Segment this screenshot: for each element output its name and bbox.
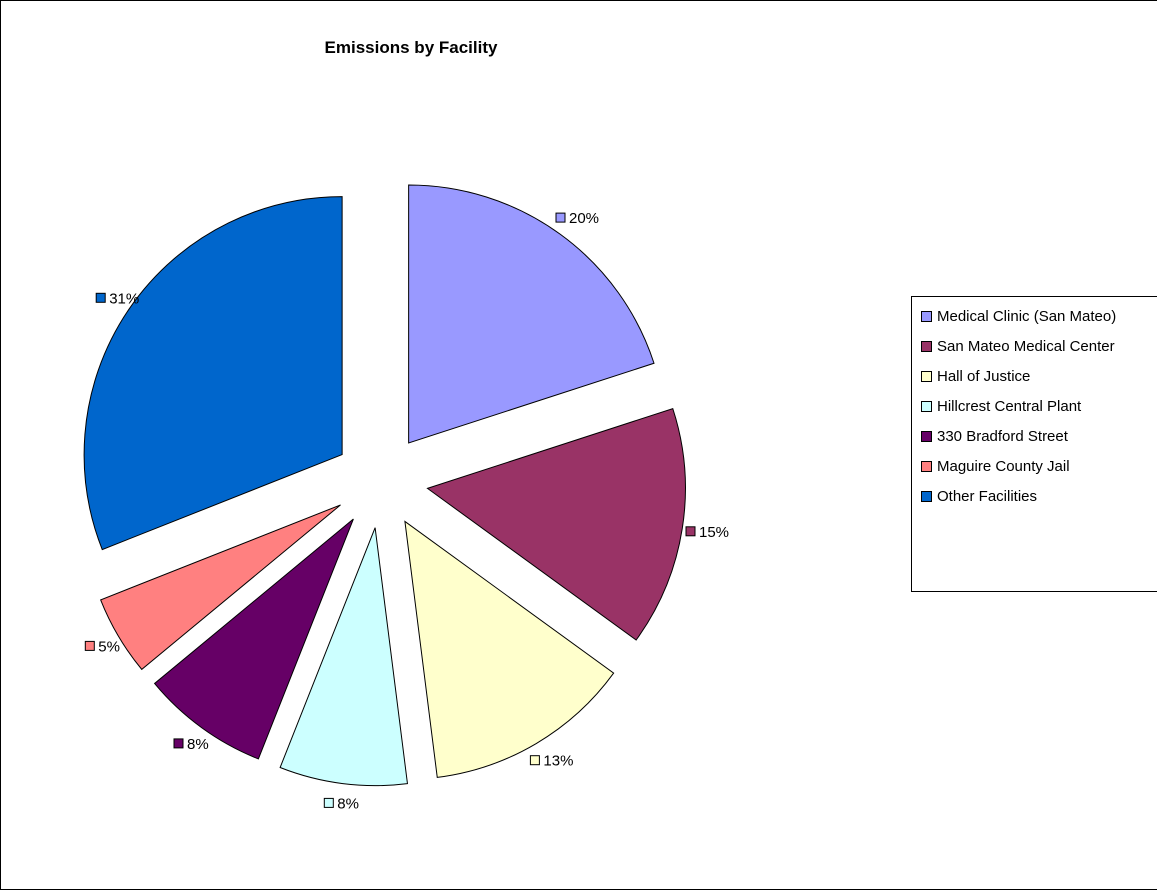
legend-item-other-facilities: Other Facilities [912,481,1157,511]
data-label-hillcrest-central-plant: 8% [323,795,359,812]
data-label-330-bradford-street: 8% [173,736,209,753]
legend-swatch [921,460,932,472]
data-label-text: 15% [699,524,729,541]
data-label-text: 5% [98,638,120,655]
data-label-text: 13% [543,753,573,770]
legend-swatch [921,370,932,382]
chart-title: Emissions by Facility [324,38,498,57]
legend-label: Hall of Justice [937,367,1031,385]
data-label-maguire-county-jail: 5% [84,638,120,655]
data-label-swatch [84,640,95,651]
legend-item-maguire-county-jail: Maguire County Jail [912,451,1157,481]
pie-slice-330-bradford-street [153,518,354,760]
legend-label: Maguire County Jail [937,457,1070,475]
data-label-swatch [685,526,696,537]
legend-item-330-bradford-street: 330 Bradford Street [912,421,1157,451]
legend-label: San Mateo Medical Center [937,337,1115,355]
legend-swatch [921,400,932,412]
data-label-text: 20% [569,210,599,227]
data-label-san-mateo-medical-center: 15% [685,524,729,541]
legend-swatch [921,430,932,442]
legend-item-hall-of-justice: Hall of Justice [912,361,1157,391]
legend-swatch [921,340,932,352]
legend-item-medical-clinic-san-mateo: Medical Clinic (San Mateo) [912,301,1157,331]
legend-swatch [921,490,932,502]
pie-slice-medical-clinic-san-mateo [408,184,655,444]
data-label-text: 31% [109,290,139,307]
legend-swatch [921,310,932,322]
data-label-swatch [173,738,184,749]
data-label-other-facilities: 31% [95,290,139,307]
data-label-swatch [323,797,334,808]
pie-slice-san-mateo-medical-center [426,407,686,641]
pie-slice-maguire-county-jail [100,504,341,671]
data-label-swatch [555,212,566,223]
pie-slice-other-facilities [83,196,343,551]
data-label-medical-clinic-san-mateo: 20% [555,210,599,227]
legend: Medical Clinic (San Mateo) San Mateo Medi… [911,296,1157,592]
legend-label: Other Facilities [937,487,1038,505]
pie-slice-hall-of-justice [404,520,615,778]
data-label-text: 8% [337,795,359,812]
data-label-swatch [95,292,106,303]
data-label-swatch [529,755,540,766]
legend-label: Hillcrest Central Plant [937,397,1082,415]
data-label-hall-of-justice: 13% [529,753,573,770]
legend-label: Medical Clinic (San Mateo) [937,307,1117,325]
pie-slice-hillcrest-central-plant [279,527,409,787]
legend-label: 330 Bradford Street [937,427,1068,445]
data-label-text: 8% [187,736,209,753]
legend-item-san-mateo-medical-center: San Mateo Medical Center [912,331,1157,361]
legend-item-hillcrest-central-plant: Hillcrest Central Plant [912,391,1157,421]
